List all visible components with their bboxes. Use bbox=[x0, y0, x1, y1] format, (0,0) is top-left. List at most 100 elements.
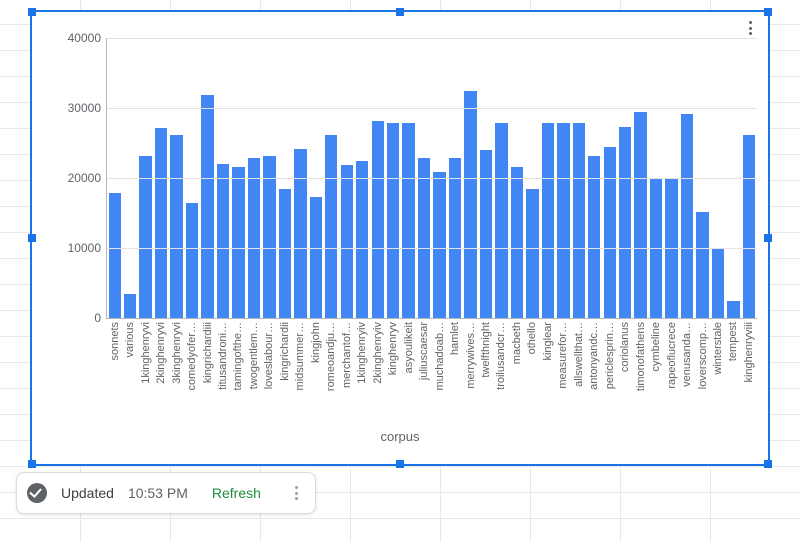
bar[interactable] bbox=[588, 156, 600, 318]
x-tick-label: 1kinghenryvi bbox=[140, 318, 152, 384]
bar[interactable] bbox=[372, 121, 384, 318]
resize-handle-sw[interactable] bbox=[28, 460, 36, 468]
bar[interactable] bbox=[201, 95, 213, 318]
x-tick-label: twogentlem… bbox=[248, 318, 260, 389]
x-tick-label: kingrichardiii bbox=[202, 318, 214, 383]
y-tick-label: 20000 bbox=[68, 171, 101, 185]
x-tick-label: 1kinghenryiv bbox=[356, 318, 368, 384]
x-tick-label: twelfthnight bbox=[480, 318, 492, 378]
x-tick-label: juliuscaesar bbox=[418, 318, 430, 380]
x-tick-label: venusanda… bbox=[681, 318, 693, 387]
bar[interactable] bbox=[511, 167, 523, 318]
bar[interactable] bbox=[232, 167, 244, 318]
bar[interactable] bbox=[109, 193, 121, 318]
bar[interactable] bbox=[604, 147, 616, 319]
bar[interactable] bbox=[263, 156, 275, 318]
x-tick-label: measurefor… bbox=[557, 318, 569, 389]
resize-handle-e[interactable] bbox=[764, 234, 772, 242]
x-tick-label: asyoulikeit bbox=[403, 318, 415, 373]
bar[interactable] bbox=[310, 197, 322, 318]
bar[interactable] bbox=[712, 249, 724, 318]
bar[interactable] bbox=[495, 123, 507, 318]
bar[interactable] bbox=[294, 149, 306, 318]
x-tick-label: merrywives… bbox=[465, 318, 477, 389]
x-tick-label: winterstale bbox=[712, 318, 724, 375]
chart-menu-icon[interactable] bbox=[742, 20, 758, 36]
x-tick-label: antonyandc… bbox=[588, 318, 600, 390]
x-tick-label: troilusandcr… bbox=[495, 318, 507, 390]
x-tick-label: muchadoab… bbox=[434, 318, 446, 391]
bar[interactable] bbox=[248, 158, 260, 318]
bar[interactable] bbox=[681, 114, 693, 318]
bar[interactable] bbox=[217, 164, 229, 318]
bar[interactable] bbox=[341, 165, 353, 318]
bar[interactable] bbox=[557, 123, 569, 318]
gridline bbox=[107, 248, 757, 249]
bar[interactable] bbox=[526, 189, 538, 318]
bar[interactable] bbox=[402, 123, 414, 318]
x-tick-label: 2kinghenryiv bbox=[372, 318, 384, 384]
chart-plot-area: sonnetsvarious1kinghenryvi2kinghenryvi3k… bbox=[106, 38, 757, 319]
x-tick-label: titusandroni… bbox=[217, 318, 229, 390]
bar[interactable] bbox=[170, 135, 182, 318]
x-tick-label: loveslabour… bbox=[263, 318, 275, 389]
bar[interactable] bbox=[356, 161, 368, 318]
bar[interactable] bbox=[696, 212, 708, 318]
x-tick-label: midsummer… bbox=[294, 318, 306, 390]
status-menu-icon[interactable] bbox=[289, 485, 305, 501]
x-tick-label: 3kinghenryvi bbox=[171, 318, 183, 384]
resize-handle-se[interactable] bbox=[764, 460, 772, 468]
x-tick-label: kingrichardii bbox=[279, 318, 291, 381]
bar[interactable] bbox=[325, 135, 337, 318]
bar[interactable] bbox=[279, 189, 291, 319]
bar[interactable] bbox=[139, 156, 151, 318]
bar[interactable] bbox=[418, 158, 430, 318]
check-icon bbox=[27, 483, 47, 503]
chart-object[interactable]: sonnetsvarious1kinghenryvi2kinghenryvi3k… bbox=[30, 10, 770, 466]
bar[interactable] bbox=[634, 112, 646, 319]
x-tick-label: sonnets bbox=[109, 318, 121, 361]
x-tick-label: rapeoflucrece bbox=[666, 318, 678, 389]
y-tick-label: 30000 bbox=[68, 101, 101, 115]
bar[interactable] bbox=[449, 158, 461, 318]
bar[interactable] bbox=[124, 294, 136, 319]
y-tick-label: 0 bbox=[94, 311, 101, 325]
x-tick-label: comedyofer… bbox=[186, 318, 198, 390]
x-tick-label: kingjohn bbox=[310, 318, 322, 363]
x-tick-label: tamingofthe… bbox=[232, 318, 244, 390]
refresh-button[interactable]: Refresh bbox=[202, 485, 271, 501]
x-tick-label: hamlet bbox=[449, 318, 461, 355]
y-tick-label: 10000 bbox=[68, 241, 101, 255]
status-label: Updated bbox=[61, 485, 114, 501]
x-tick-label: romeoandju… bbox=[325, 318, 337, 391]
bar[interactable] bbox=[155, 128, 167, 318]
resize-handle-nw[interactable] bbox=[28, 8, 36, 16]
gridline bbox=[107, 38, 757, 39]
x-tick-label: kinghenryv bbox=[387, 318, 399, 375]
x-tick-label: merchantof… bbox=[341, 318, 353, 388]
bar[interactable] bbox=[743, 135, 755, 318]
bar[interactable] bbox=[464, 91, 476, 319]
bar[interactable] bbox=[619, 127, 631, 318]
x-tick-label: loverscomp… bbox=[697, 318, 709, 389]
x-tick-label: various bbox=[124, 318, 136, 357]
x-tick-label: macbeth bbox=[511, 318, 523, 364]
x-tick-label: allswellthat… bbox=[573, 318, 585, 387]
x-tick-label: periclesprin… bbox=[604, 318, 616, 389]
bar[interactable] bbox=[387, 123, 399, 318]
x-tick-label: kinglear bbox=[542, 318, 554, 361]
resize-handle-n[interactable] bbox=[396, 8, 404, 16]
bar[interactable] bbox=[542, 123, 554, 318]
x-tick-label: kinghenryviii bbox=[743, 318, 755, 383]
bar[interactable] bbox=[186, 203, 198, 318]
resize-handle-ne[interactable] bbox=[764, 8, 772, 16]
bar[interactable] bbox=[480, 150, 492, 318]
bar[interactable] bbox=[727, 301, 739, 319]
bar[interactable] bbox=[573, 123, 585, 318]
x-axis-title: corpus bbox=[32, 429, 768, 444]
resize-handle-s[interactable] bbox=[396, 460, 404, 468]
x-tick-label: coriolanus bbox=[619, 318, 631, 372]
gridline bbox=[107, 178, 757, 179]
bar[interactable] bbox=[433, 172, 445, 318]
resize-handle-w[interactable] bbox=[28, 234, 36, 242]
